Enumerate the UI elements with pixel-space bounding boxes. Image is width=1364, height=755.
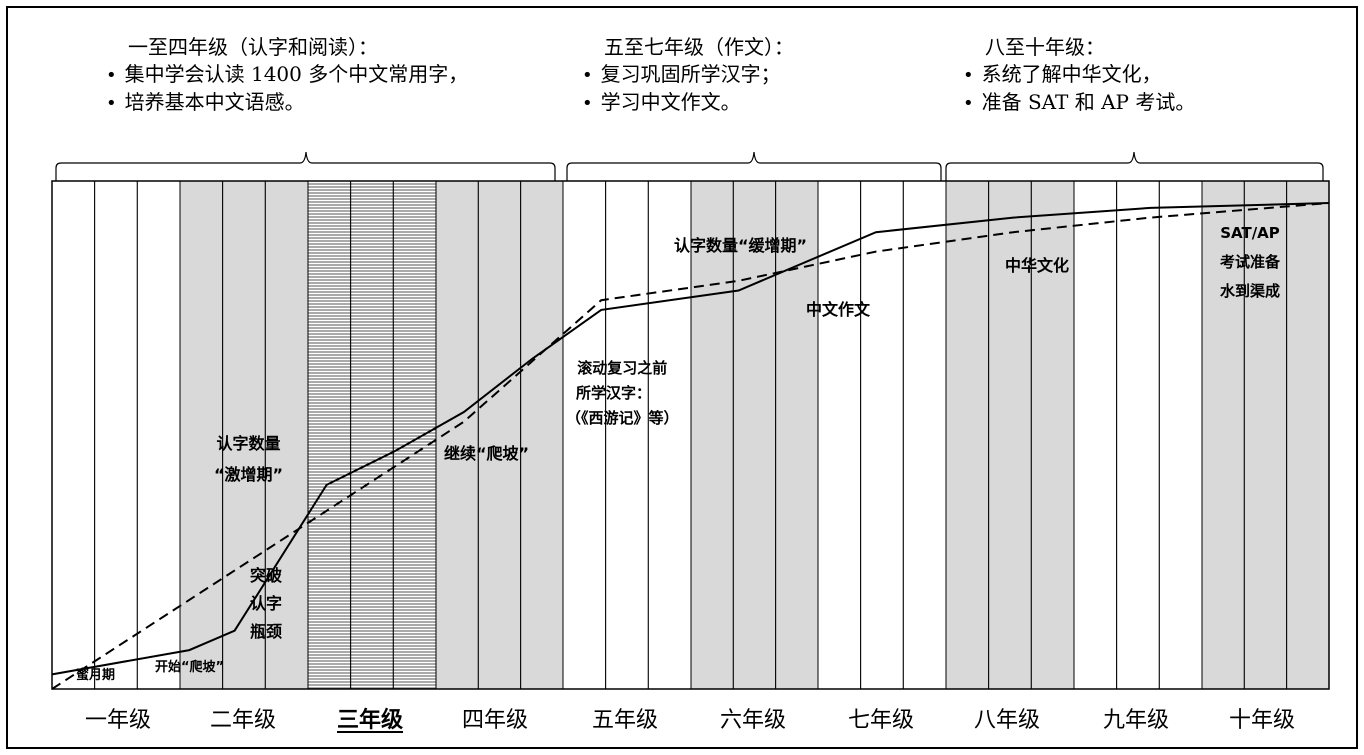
- grid-border: [51, 180, 1330, 690]
- annotation-line: 滚动复习之前: [577, 359, 668, 377]
- grade-3-subcolumn-1: [307, 180, 352, 690]
- grade-7-subcolumn-1: [817, 180, 862, 690]
- grade-5-subcolumn-3: [647, 180, 692, 690]
- solid-curve: [51, 202, 1330, 676]
- grade-6-subcolumn-1: [690, 180, 734, 690]
- grade-5-subcolumn-1: [562, 180, 607, 690]
- grade-1-subcolumn-1: [51, 180, 96, 690]
- grade-5-subcolumn-2: [605, 180, 649, 690]
- grade-9-subcolumn-3: [1158, 180, 1203, 690]
- brace-stage-2: [566, 151, 942, 181]
- annotation-line: 认字: [250, 594, 283, 613]
- grade-label-8: 八年级: [973, 708, 1041, 733]
- grade-6-subcolumn-2: [732, 180, 777, 690]
- dashed-curve: [51, 202, 1330, 690]
- grade-label-1: 一年级: [84, 708, 152, 733]
- grade-7-subcolumn-3: [902, 180, 947, 690]
- grade-label-3: 三年级: [336, 707, 404, 733]
- grade-3-subcolumn-3: [392, 180, 437, 690]
- brace-stage-3: [945, 151, 1324, 181]
- stage-header-2: 五至七年级（作文）： 复习巩固所学汉字； 学习中文作文。: [601, 34, 794, 117]
- grade-9-subcolumn-1: [1073, 180, 1118, 690]
- stage-title: 一至四年级（认字和阅读）：: [128, 35, 378, 59]
- stage-point: 准备 SAT 和 AP 考试。: [963, 89, 1196, 117]
- grade-10-subcolumn-3: [1286, 180, 1330, 690]
- grade-2-subcolumn-2: [222, 180, 266, 690]
- annotation-line: （《西游记》等）: [566, 409, 679, 427]
- grade-10-subcolumn-1: [1201, 180, 1245, 690]
- diagram-frame: [6, 6, 1358, 749]
- annotation-continue-climb: 继续“爬坡”: [444, 444, 530, 463]
- grade-label-7: 七年级: [847, 708, 915, 733]
- grade-6-subcolumn-3: [775, 180, 819, 690]
- grade-label-10: 十年级: [1228, 708, 1296, 733]
- grade-2-subcolumn-3: [264, 180, 309, 690]
- annotation-start-climb: 开始“爬坡”: [155, 660, 225, 675]
- grade-7-subcolumn-2: [860, 180, 904, 690]
- grade-10-subcolumn-2: [1243, 180, 1288, 690]
- annotation-line: 水到渠成: [1220, 282, 1281, 300]
- stage-braces: [55, 151, 1324, 181]
- grade-4-subcolumn-3: [520, 180, 564, 690]
- stage-point: 系统了解中华文化，: [963, 61, 1195, 89]
- stage-point: 学习中文作文。: [582, 89, 794, 117]
- curves: [51, 202, 1330, 690]
- stage-header-1: 一至四年级（认字和阅读）： 集中学会认读 1400 多个中文常用字， 培养基本中…: [125, 34, 469, 117]
- grade-1-subcolumn-3: [136, 180, 181, 690]
- stage-point: 集中学会认读 1400 多个中文常用字，: [106, 61, 469, 89]
- grade-label-5: 五年级: [591, 708, 659, 733]
- grade-3-subcolumn-2: [350, 180, 394, 690]
- grade-label-9: 九年级: [1102, 708, 1170, 733]
- grade-9-subcolumn-2: [1116, 180, 1160, 690]
- stage-point: 培养基本中文语感。: [106, 89, 468, 117]
- stage-title: 八至十年级：: [985, 35, 1105, 59]
- annotation-sat-ap: SAT/AP 考试准备 水到渠成: [1220, 219, 1280, 306]
- grade-label-6: 六年级: [719, 708, 787, 733]
- annotation-line: 所学汉字：: [576, 384, 652, 402]
- annotation-line: 瓶颈: [250, 622, 283, 641]
- annotation-surge: 认字数量 “激增期”: [214, 428, 283, 490]
- annotation-composition: 中文作文: [806, 300, 871, 319]
- annotation-honeymoon: 蜜月期: [76, 668, 116, 683]
- annotation-line: “激增期”: [214, 465, 284, 484]
- brace-stage-1: [55, 151, 556, 181]
- grade-8-subcolumn-1: [945, 180, 990, 690]
- stage-point: 复习巩固所学汉字；: [582, 61, 794, 89]
- annotation-review: 滚动复习之前 所学汉字： （《西游记》等）: [566, 356, 679, 431]
- stage-header-3: 八至十年级： 系统了解中华文化， 准备 SAT 和 AP 考试。: [982, 34, 1196, 117]
- annotation-line: SAT/AP: [1220, 224, 1280, 242]
- grade-label-2: 二年级: [209, 708, 277, 733]
- annotation-line: 认字数量: [216, 434, 281, 453]
- grade-1-subcolumn-2: [94, 180, 138, 690]
- annotation-line: 突破: [250, 566, 283, 585]
- grade-label-4: 四年级: [461, 708, 529, 733]
- grade-4-subcolumn-2: [477, 180, 522, 690]
- annotation-line: 考试准备: [1220, 253, 1281, 271]
- grade-8-subcolumn-2: [988, 180, 1032, 690]
- stage-title: 五至七年级（作文）：: [604, 35, 794, 59]
- annotation-slow-growth: 认字数量“缓增期”: [674, 236, 808, 255]
- annotation-culture: 中华文化: [1005, 256, 1070, 275]
- annotation-breakthrough: 突破 认字 瓶颈: [250, 562, 282, 646]
